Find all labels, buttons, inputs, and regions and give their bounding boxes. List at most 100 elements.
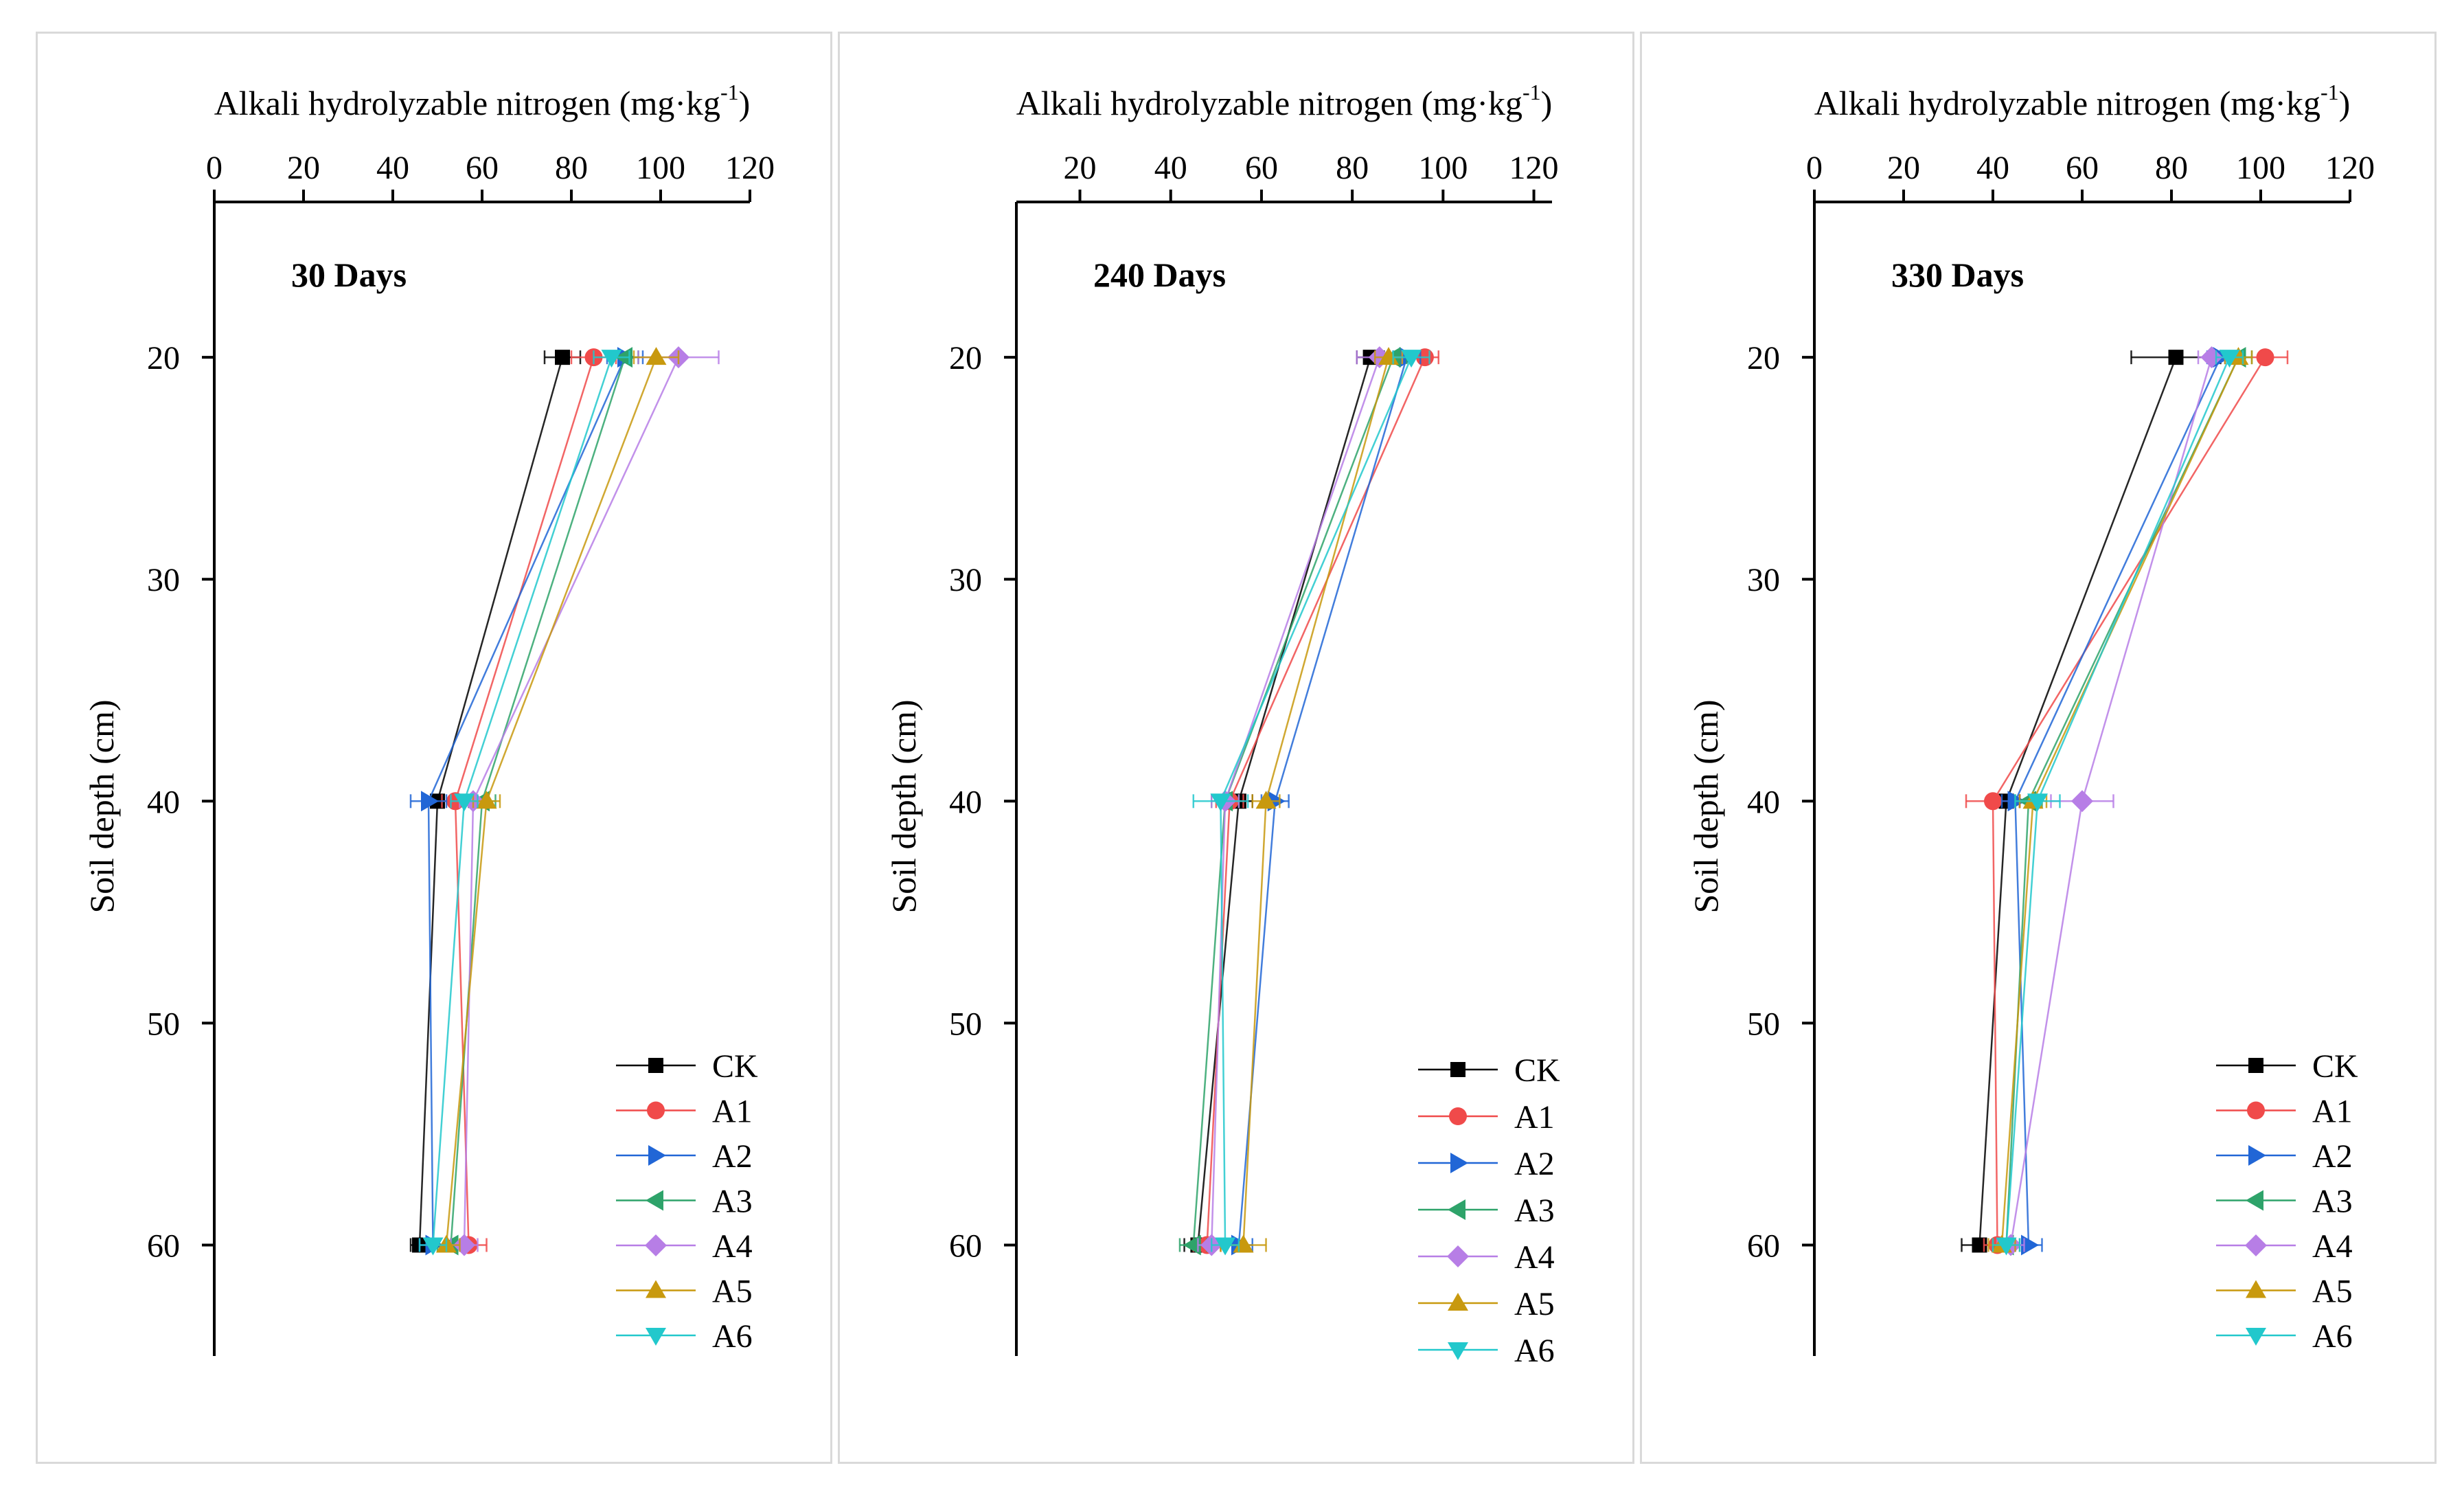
data-point xyxy=(601,350,622,368)
y-axis-label: Soil depth (cm) xyxy=(1687,699,1725,913)
x-axis-label: Alkali hydrolyzable nitrogen (mg·kg-1) xyxy=(1016,80,1553,122)
x-tick-label: 60 xyxy=(2066,150,2099,186)
data-point xyxy=(646,347,667,365)
y-tick-label: 40 xyxy=(147,784,180,820)
y-tick-label: 50 xyxy=(1747,1006,1780,1042)
legend-label: A3 xyxy=(712,1184,753,1220)
x-tick-label: 100 xyxy=(636,150,685,186)
legend-label: A1 xyxy=(1514,1099,1555,1135)
x-tick-label: 40 xyxy=(1154,150,1187,186)
legend-item-a5: A5 xyxy=(2216,1274,2353,1310)
legend-label: A6 xyxy=(1514,1333,1555,1369)
data-point xyxy=(421,791,439,812)
legend-item-a3: A3 xyxy=(1418,1193,1555,1229)
legend-item-a6: A6 xyxy=(616,1318,753,1355)
legend-label: CK xyxy=(2312,1048,2358,1085)
legend-marker xyxy=(647,1101,665,1120)
legend-marker xyxy=(646,1190,663,1211)
legend-marker xyxy=(1450,1153,1468,1173)
legend-marker xyxy=(2245,1234,2267,1256)
x-tick-label: 0 xyxy=(206,150,223,186)
series-a5 xyxy=(1987,347,2253,1253)
y-tick-label: 60 xyxy=(147,1228,180,1264)
legend-label: A1 xyxy=(2312,1094,2353,1130)
legend-marker xyxy=(1447,1245,1469,1267)
chart-panel-330-days: Alkali hydrolyzable nitrogen (mg·kg-1) 0 2… xyxy=(1640,32,2437,1464)
x-tick-label: 120 xyxy=(1509,150,1559,186)
data-point xyxy=(1210,793,1231,812)
legend-marker xyxy=(2246,1190,2263,1211)
legend-marker xyxy=(1448,1342,1468,1360)
data-point xyxy=(1183,1234,1201,1256)
x-axis: 20 40 60 80 100 120 xyxy=(1016,150,1559,203)
chart-title: 240 Days xyxy=(1093,256,1226,294)
data-point xyxy=(2219,350,2240,368)
legend-item-a6: A6 xyxy=(2216,1318,2353,1355)
legend-item-a4: A4 xyxy=(1418,1239,1555,1276)
series-a6 xyxy=(1192,350,1430,1256)
chart-title: 30 Days xyxy=(291,256,407,294)
legend-item-a6: A6 xyxy=(1418,1333,1555,1369)
x-tick-label: 120 xyxy=(725,150,775,186)
y-tick-label: 30 xyxy=(147,562,180,598)
chart-30-days: Alkali hydrolyzable nitrogen (mg·kg-1) 0 2… xyxy=(82,80,775,1356)
series-a6 xyxy=(418,350,630,1256)
legend-marker xyxy=(646,1328,666,1346)
legend-label: CK xyxy=(712,1048,758,1085)
data-point xyxy=(2027,793,2048,812)
chart-title: 330 Days xyxy=(1891,256,2024,294)
legend-label: A2 xyxy=(712,1138,753,1175)
chart-panel-240-days: Alkali hydrolyzable nitrogen (mg·kg-1) 20… xyxy=(838,32,1634,1464)
y-axis-label: Soil depth (cm) xyxy=(885,699,923,913)
legend-label: A4 xyxy=(2312,1228,2353,1265)
legend-item-a5: A5 xyxy=(1418,1286,1555,1322)
legend-label: A1 xyxy=(712,1094,753,1130)
data-point xyxy=(1401,350,1422,368)
x-axis: 0 20 40 60 80 100 120 xyxy=(206,150,775,203)
data-point xyxy=(453,1234,475,1256)
data-point xyxy=(422,1237,444,1256)
legend-item-a3: A3 xyxy=(616,1184,753,1220)
legend-label: A4 xyxy=(712,1228,753,1265)
data-point xyxy=(2256,348,2274,367)
y-axis: 20 30 40 50 60 xyxy=(147,202,216,1356)
legend-marker xyxy=(1448,1199,1465,1220)
legend-marker xyxy=(1448,1293,1468,1311)
data-point xyxy=(1984,792,2002,811)
legend-item-a2: A2 xyxy=(2216,1138,2353,1175)
y-tick-label: 30 xyxy=(949,562,982,598)
legend-item-a5: A5 xyxy=(616,1274,753,1310)
legend-item-a1: A1 xyxy=(2216,1094,2353,1130)
legend-marker xyxy=(648,1145,666,1166)
y-axis: 20 30 40 50 60 xyxy=(949,202,1018,1356)
series-a5 xyxy=(432,347,680,1253)
x-axis: 0 20 40 60 80 100 120 xyxy=(1806,150,2375,203)
legend-marker xyxy=(2248,1058,2263,1073)
legend-label: CK xyxy=(1514,1052,1560,1089)
legend-label: A6 xyxy=(2312,1318,2353,1355)
legend-marker xyxy=(1450,1062,1465,1077)
data-point xyxy=(2168,350,2184,365)
x-tick-label: 20 xyxy=(1064,150,1097,186)
data-point xyxy=(1996,1237,2017,1256)
legend-marker xyxy=(2246,1280,2266,1298)
legend-item-ck: CK xyxy=(1418,1052,1560,1089)
x-tick-label: 80 xyxy=(555,150,588,186)
legend-label: A2 xyxy=(1514,1146,1555,1182)
legend-item-a3: A3 xyxy=(2216,1184,2353,1220)
chart-330-days: Alkali hydrolyzable nitrogen (mg·kg-1) 0 2… xyxy=(1687,80,2375,1356)
y-tick-label: 50 xyxy=(949,1006,982,1042)
legend-marker xyxy=(2247,1101,2265,1120)
legend-marker xyxy=(645,1234,667,1256)
y-tick-label: 60 xyxy=(1747,1228,1780,1264)
legend: CK A1 A2 A3 A4 A5 A6 xyxy=(616,1048,758,1355)
legend-label: A5 xyxy=(2312,1274,2353,1310)
x-tick-label: 60 xyxy=(466,150,499,186)
data-point xyxy=(555,350,570,365)
data-point xyxy=(1215,1237,1236,1256)
legend-item-ck: CK xyxy=(2216,1048,2358,1085)
legend-label: A3 xyxy=(1514,1193,1555,1229)
data-point xyxy=(476,791,497,809)
y-tick-label: 50 xyxy=(147,1006,180,1042)
chart-240-days: Alkali hydrolyzable nitrogen (mg·kg-1) 20… xyxy=(885,80,1560,1369)
